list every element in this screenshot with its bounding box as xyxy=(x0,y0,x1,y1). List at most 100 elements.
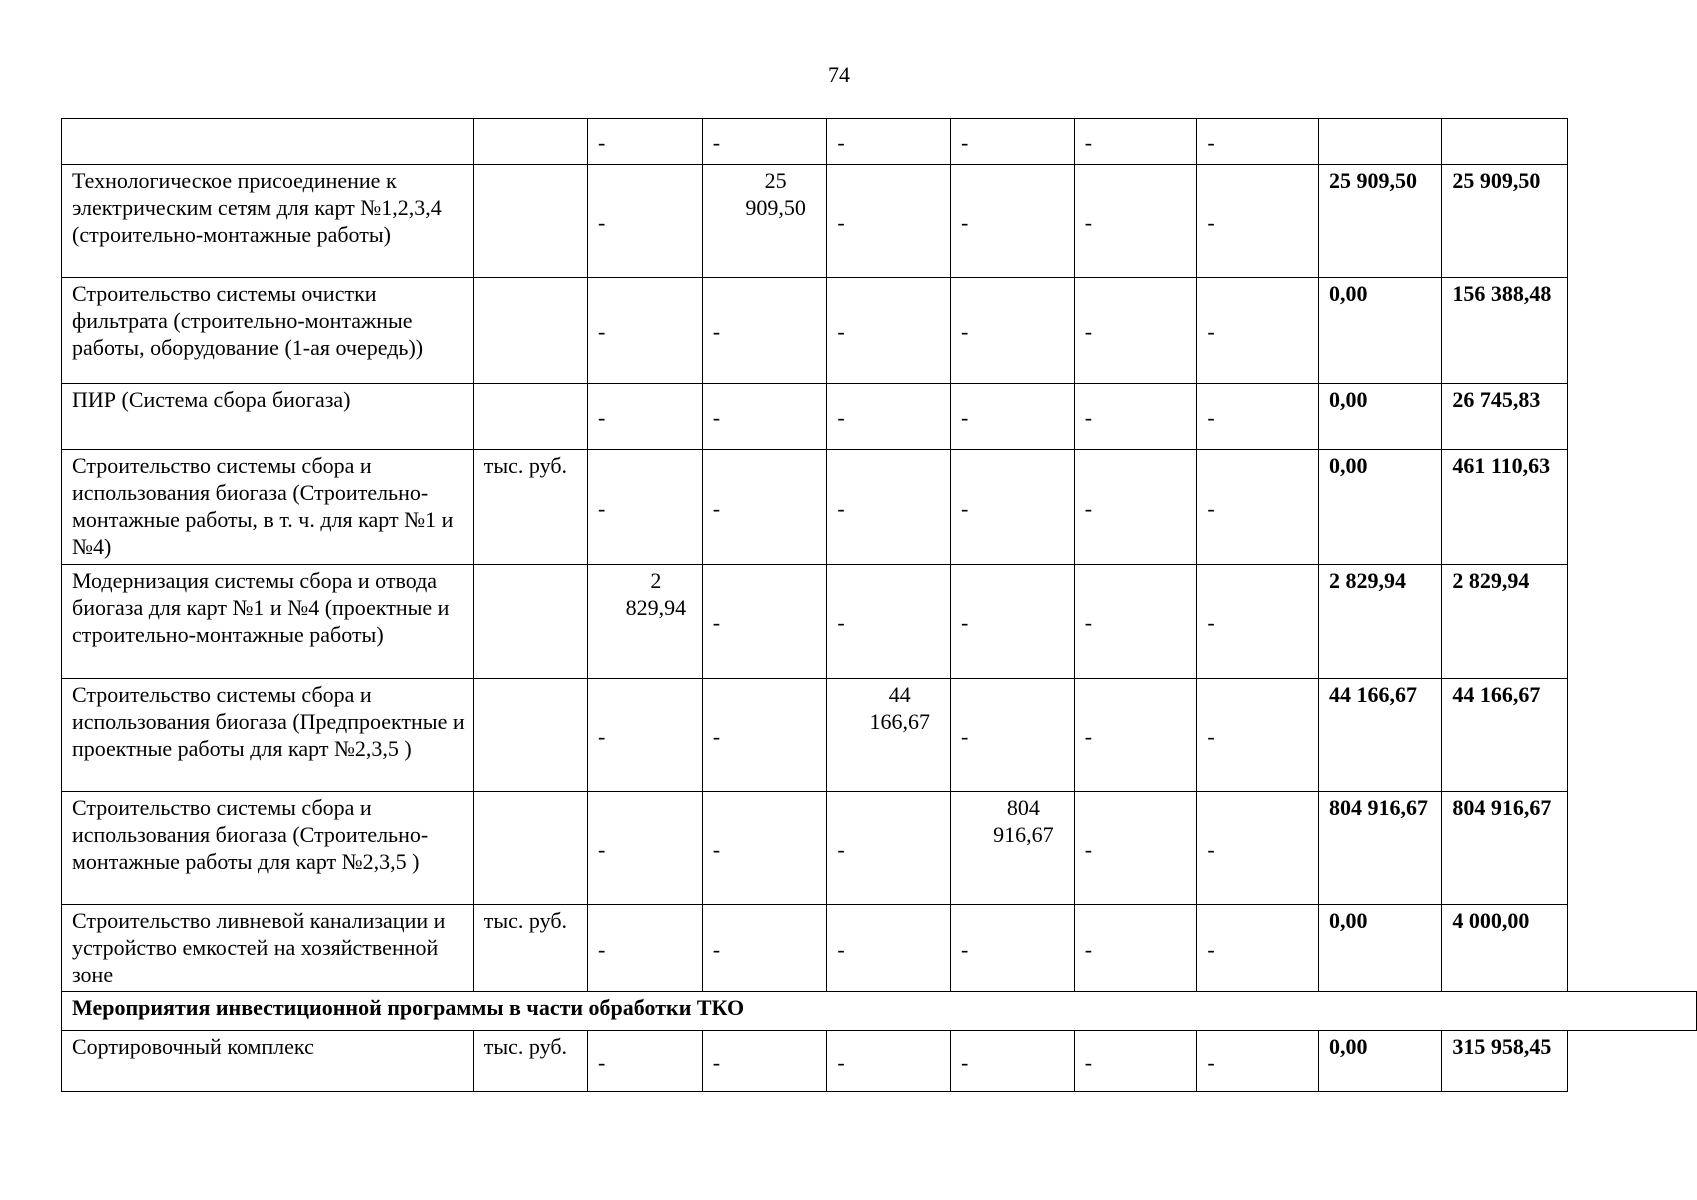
year-value-cell: 44 166,67 xyxy=(826,678,952,792)
year-value-cell: - xyxy=(1073,1030,1198,1092)
year-value-cell: - xyxy=(701,118,828,165)
activity-name: Сортировочный комплекс xyxy=(61,1030,474,1092)
unit-cell xyxy=(472,164,588,278)
unit-cell: тыс. руб. xyxy=(472,904,588,992)
year-value-cell: - xyxy=(826,118,952,165)
year-value-cell: - xyxy=(1196,164,1319,278)
total-cell: 2 829,94 xyxy=(1317,564,1443,679)
year-value-cell: - xyxy=(950,678,1075,792)
year-value-cell: - xyxy=(1196,118,1319,165)
year-value-cell: - xyxy=(701,449,828,565)
unit-cell xyxy=(472,791,588,905)
year-value-cell: - xyxy=(586,1030,703,1092)
year-value-cell: - xyxy=(1196,383,1319,450)
year-value-cell: - xyxy=(1073,904,1198,992)
table-row: Строительство системы сбора и использова… xyxy=(61,791,1697,905)
year-value-cell: - xyxy=(950,564,1075,679)
year-value-cell: - xyxy=(950,118,1075,165)
activity-name: Строительство системы сбора и использова… xyxy=(61,449,474,565)
year-value-cell: - xyxy=(826,564,952,679)
year-value-cell: 25 909,50 xyxy=(701,164,828,278)
year-value-cell: - xyxy=(1196,1030,1319,1092)
year-value-cell: - xyxy=(826,164,952,278)
activity-name: Строительство системы сбора и использова… xyxy=(61,791,474,905)
total-cell: 0,00 xyxy=(1317,277,1443,384)
year-value-cell: - xyxy=(586,678,703,792)
total-cell: 0,00 xyxy=(1317,904,1443,992)
investment-table: - - - - - - Технологическое присоединение к эл… xyxy=(61,118,1697,1092)
year-value-cell: - xyxy=(586,449,703,565)
grand-total-cell: 156 388,48 xyxy=(1441,277,1568,384)
year-value-cell: - xyxy=(1073,277,1198,384)
year-value-cell: - xyxy=(701,277,828,384)
activity-name: Модернизация системы сбора и отвода биог… xyxy=(61,564,474,679)
year-value-cell: - xyxy=(586,791,703,905)
activity-name: Строительство системы сбора и использова… xyxy=(61,678,474,792)
unit-cell xyxy=(472,118,588,165)
year-value-cell: - xyxy=(826,449,952,565)
year-value-cell: - xyxy=(950,449,1075,565)
year-value-cell: - xyxy=(950,1030,1075,1092)
table-row: Строительство системы сбора и использова… xyxy=(61,678,1697,792)
total-cell: 804 916,67 xyxy=(1317,791,1443,905)
year-value-cell: - xyxy=(701,791,828,905)
table-row: Строительство системы сбора и использова… xyxy=(61,449,1697,565)
unit-cell xyxy=(472,678,588,792)
grand-total-cell: 2 829,94 xyxy=(1441,564,1568,679)
table-row: Строительство системы очистки фильтрата … xyxy=(61,277,1697,384)
year-value-cell: - xyxy=(1073,564,1198,679)
year-value-cell: - xyxy=(1196,277,1319,384)
table-row: ------ xyxy=(61,118,1697,165)
year-value-cell: - xyxy=(701,678,828,792)
table-row: Технологическое присоединение к электрич… xyxy=(61,164,1697,278)
grand-total-cell: 315 958,45 xyxy=(1441,1030,1568,1092)
total-cell: 25 909,50 xyxy=(1317,164,1443,278)
year-value-cell: - xyxy=(1196,904,1319,992)
grand-total-cell: 25 909,50 xyxy=(1441,164,1568,278)
unit-cell xyxy=(472,564,588,679)
unit-cell: тыс. руб. xyxy=(472,1030,588,1092)
year-value-cell: - xyxy=(826,904,952,992)
year-value-cell: - xyxy=(950,277,1075,384)
year-value-cell: - xyxy=(701,1030,828,1092)
year-value-cell: 2 829,94 xyxy=(586,564,703,679)
year-value-cell: - xyxy=(586,277,703,384)
year-value-cell: - xyxy=(1073,118,1198,165)
section-row: Мероприятия инвестиционной программы в ч… xyxy=(61,991,1697,1031)
year-value-cell: - xyxy=(701,564,828,679)
activity-name: ПИР (Система сбора биогаза) xyxy=(61,383,474,450)
year-value-cell: - xyxy=(1073,449,1198,565)
year-value-cell: - xyxy=(701,383,828,450)
year-value-cell: - xyxy=(826,791,952,905)
grand-total-cell: 26 745,83 xyxy=(1441,383,1568,450)
activity-name: Строительство ливневой канализации и уст… xyxy=(61,904,474,992)
grand-total-cell: 44 166,67 xyxy=(1441,678,1568,792)
year-value-cell: - xyxy=(1196,678,1319,792)
activity-name: Технологическое присоединение к электрич… xyxy=(61,164,474,278)
total-cell: 0,00 xyxy=(1317,1030,1443,1092)
year-value-cell: - xyxy=(1073,164,1198,278)
grand-total-cell: 4 000,00 xyxy=(1441,904,1568,992)
year-value-cell: - xyxy=(826,1030,952,1092)
year-value-cell: - xyxy=(1073,678,1198,792)
year-value-cell: - xyxy=(826,277,952,384)
grand-total-cell xyxy=(1441,118,1568,165)
year-value-cell: - xyxy=(826,383,952,450)
year-value-cell: - xyxy=(701,904,828,992)
year-value-cell: - xyxy=(1073,383,1198,450)
unit-cell xyxy=(472,277,588,384)
table-row: Сортировочный комплекс тыс. руб. - - - - - -0,0… xyxy=(61,1030,1697,1092)
year-value-cell: - xyxy=(1073,791,1198,905)
total-cell: 0,00 xyxy=(1317,449,1443,565)
table-row: Строительство ливневой канализации и уст… xyxy=(61,904,1697,992)
grand-total-cell: 804 916,67 xyxy=(1441,791,1568,905)
year-value-cell: 804 916,67 xyxy=(950,791,1075,905)
total-cell: 0,00 xyxy=(1317,383,1443,450)
year-value-cell: - xyxy=(950,164,1075,278)
unit-cell xyxy=(472,383,588,450)
year-value-cell: - xyxy=(1196,564,1319,679)
activity-name xyxy=(61,118,474,165)
total-cell xyxy=(1317,118,1443,165)
year-value-cell: - xyxy=(586,164,703,278)
year-value-cell: - xyxy=(950,383,1075,450)
